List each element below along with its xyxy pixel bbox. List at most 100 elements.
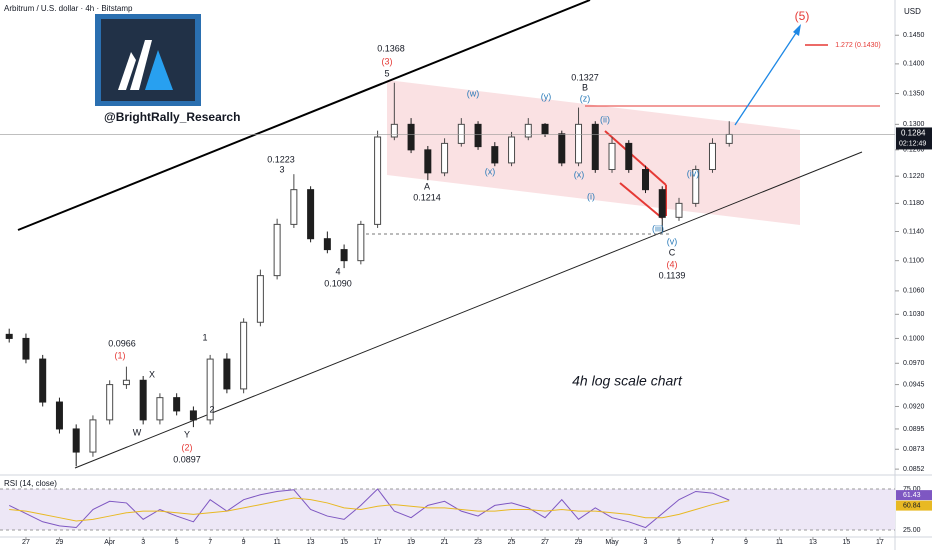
target-arrow — [734, 29, 799, 126]
candle-body — [457, 123, 465, 144]
y-tick-label: 0.0852 — [903, 466, 925, 473]
upper-trendline — [17, 0, 591, 231]
rsi-line — [9, 497, 730, 522]
x-tick-label: 13 — [307, 539, 315, 546]
candle-body — [591, 123, 599, 171]
candle-body — [575, 123, 583, 164]
annotation: 0.1214 — [413, 192, 441, 202]
value-tag — [896, 500, 932, 511]
annotation: 2 — [209, 404, 214, 414]
x-tick-label: 13 — [809, 539, 817, 546]
candle-body — [106, 384, 114, 421]
candle-body — [441, 142, 449, 174]
rsi-title: RSI (14, close) — [4, 479, 57, 488]
last-price-label: 0.1284 — [901, 129, 926, 138]
annotation: (i) — [587, 191, 595, 201]
y-tick-label: 0.1000 — [903, 335, 925, 342]
candle-body — [139, 379, 147, 421]
candle-body — [89, 419, 97, 453]
annotation: 0.1090 — [324, 278, 352, 288]
y-tick-label: 0.1180 — [903, 200, 924, 207]
value-label: 61.43 — [903, 492, 921, 499]
candle-body — [323, 238, 331, 251]
annotation: 0.1223 — [267, 154, 295, 164]
annotation: 0.0966 — [108, 338, 136, 348]
candle-body — [307, 189, 315, 240]
annotation: (2) — [182, 442, 193, 452]
y-tick-label: 0.0945 — [903, 381, 925, 388]
x-tick-label: 15 — [340, 539, 348, 546]
candle-body — [541, 123, 549, 135]
candle-body — [658, 189, 666, 218]
candle-body — [390, 123, 398, 138]
y-tick-label: 0.0873 — [903, 446, 925, 453]
annotation: (iii) — [652, 223, 664, 233]
candle-body — [223, 358, 231, 390]
x-tick-label: 29 — [56, 539, 64, 546]
annotation: (x) — [574, 169, 585, 179]
lower-trendline — [74, 151, 863, 469]
annotation: (x) — [485, 166, 496, 176]
candle-body — [290, 189, 298, 225]
x-tick-label: 3 — [141, 539, 145, 546]
annotation: (w) — [467, 88, 480, 98]
x-tick-label: 27 — [22, 539, 30, 546]
annotation: 1 — [202, 332, 207, 342]
x-tick-label: 25 — [508, 539, 516, 546]
y-tick-label: 25.00 — [903, 527, 921, 534]
x-tick-label: 17 — [374, 539, 382, 546]
y-tick-label: 0.1060 — [903, 288, 925, 295]
y-tick-label: 0.1350 — [903, 90, 925, 97]
annotation: (4) — [667, 259, 678, 269]
candle-body — [273, 223, 281, 277]
candles — [5, 82, 733, 467]
x-tick-label: 11 — [273, 539, 280, 546]
candle-body — [508, 136, 516, 164]
y-tick-label: 0.1140 — [903, 228, 924, 235]
candle-body — [642, 169, 650, 191]
annotation: A — [424, 181, 430, 191]
candle-body — [524, 123, 532, 138]
candle-body — [55, 401, 63, 430]
annotation: 5 — [384, 68, 389, 78]
annotation: 0.0897 — [173, 454, 201, 464]
annotation: C — [669, 247, 676, 257]
candle-body — [189, 410, 197, 421]
annotation: 0.1368 — [377, 43, 405, 53]
annotation: X — [149, 369, 155, 379]
annotation: 0.1139 — [659, 270, 686, 280]
countdown: 02:12:49 — [899, 140, 926, 147]
y-tick-label: 75.00 — [903, 486, 921, 493]
x-tick-label: 7 — [711, 539, 715, 546]
x-tick-label: 9 — [744, 539, 748, 546]
annotation: (v) — [667, 236, 678, 246]
rsi-band — [0, 488, 895, 530]
x-tick-label: 23 — [474, 539, 482, 546]
y-tick-label: 0.0895 — [903, 426, 925, 433]
x-tick-label: 5 — [677, 539, 681, 546]
axis-unit: USD — [904, 7, 921, 16]
annotation: 4h log scale chart — [572, 373, 683, 389]
candle-body — [206, 358, 214, 421]
annotation: B — [582, 82, 588, 92]
annotation: 3 — [279, 164, 284, 174]
annotation: (3) — [382, 56, 393, 66]
x-tick-label: 27 — [541, 539, 549, 546]
candle-body — [5, 333, 13, 339]
annotation: (ii) — [600, 114, 610, 124]
y-tick-label: 0.0920 — [903, 403, 925, 410]
x-tick-label: 9 — [242, 539, 246, 546]
annotation: 4 — [335, 266, 340, 276]
annotation: (iv) — [687, 168, 700, 178]
x-tick-label: 21 — [441, 539, 449, 546]
annotation: (y) — [541, 91, 552, 101]
x-tick-label: 15 — [843, 539, 851, 546]
x-tick-label: May — [605, 539, 619, 546]
candle-body — [156, 397, 164, 421]
candle-body — [357, 223, 365, 262]
x-tick-label: 3 — [644, 539, 648, 546]
wedge-line — [604, 130, 667, 186]
candle-body — [725, 133, 733, 144]
value-label: 60.84 — [903, 502, 921, 509]
